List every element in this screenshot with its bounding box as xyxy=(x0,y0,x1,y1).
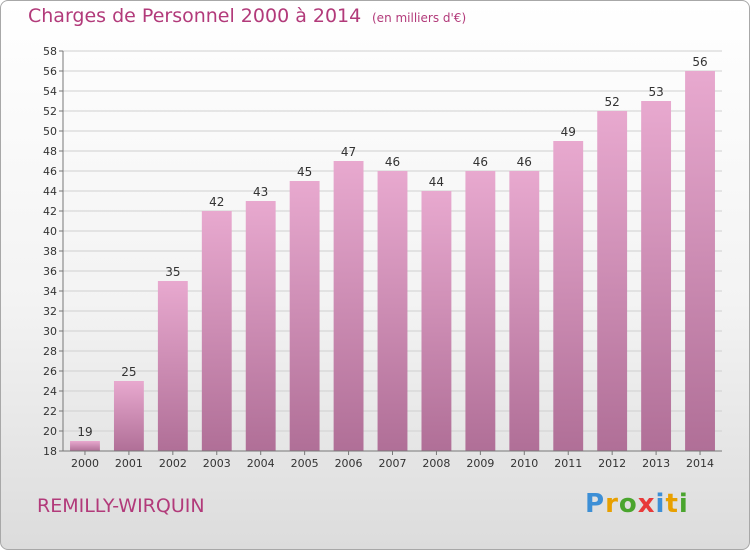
data-label-2014: 56 xyxy=(692,55,707,69)
chart-title: Charges de Personnel 2000 à 2014 xyxy=(28,5,362,27)
bar-2007 xyxy=(377,171,408,451)
data-label-2012: 52 xyxy=(605,95,620,109)
bar-2001 xyxy=(113,381,144,451)
bar-2009 xyxy=(465,171,496,451)
bar-2006 xyxy=(333,161,364,451)
bar-2002 xyxy=(157,281,188,451)
data-label-2006: 47 xyxy=(341,145,356,159)
data-label-2008: 44 xyxy=(429,175,444,189)
chart-subtitle: (en milliers d'€) xyxy=(372,11,467,25)
data-label-2002: 35 xyxy=(165,265,180,279)
bar-2010 xyxy=(509,171,540,451)
data-label-2007: 46 xyxy=(385,155,400,169)
y-tick-label: 36 xyxy=(43,265,57,278)
bar-2005 xyxy=(289,181,320,451)
x-tick-label-2014: 2014 xyxy=(686,457,714,470)
y-tick-label: 48 xyxy=(43,145,57,158)
x-tick-label-2001: 2001 xyxy=(115,457,143,470)
y-tick-label: 38 xyxy=(43,245,57,258)
y-tick-label: 54 xyxy=(43,85,57,98)
bar-2014 xyxy=(685,71,715,451)
y-tick-label: 18 xyxy=(43,445,57,458)
x-tick-label-2003: 2003 xyxy=(203,457,231,470)
bar-2003 xyxy=(201,211,232,451)
x-tick-label-2000: 2000 xyxy=(71,457,99,470)
y-tick-label: 26 xyxy=(43,365,57,378)
y-tick-label: 22 xyxy=(43,405,57,418)
y-tick-label: 58 xyxy=(43,45,57,58)
x-tick-label-2005: 2005 xyxy=(291,457,319,470)
data-label-2000: 19 xyxy=(77,425,92,439)
data-label-2009: 46 xyxy=(473,155,488,169)
y-tick-label: 20 xyxy=(43,425,57,438)
y-tick-label: 50 xyxy=(43,125,57,138)
y-tick-label: 34 xyxy=(43,285,57,298)
x-tick-label-2011: 2011 xyxy=(554,457,582,470)
y-tick-label: 32 xyxy=(43,305,57,318)
logo-letter: x xyxy=(637,489,656,519)
logo-letter: o xyxy=(618,489,638,519)
data-label-2005: 45 xyxy=(297,165,312,179)
logo-letter: t xyxy=(665,489,679,519)
y-tick-label: 46 xyxy=(43,165,57,178)
bar-2013 xyxy=(641,101,672,451)
x-tick-label-2012: 2012 xyxy=(598,457,626,470)
logo-letter: i xyxy=(655,489,666,519)
y-tick-label: 56 xyxy=(43,65,57,78)
x-tick-label-2010: 2010 xyxy=(510,457,538,470)
y-tick-label: 52 xyxy=(43,105,57,118)
commune-name: REMILLY-WIRQUIN xyxy=(37,495,205,517)
y-tick-label: 30 xyxy=(43,325,57,338)
x-tick-label-2006: 2006 xyxy=(335,457,363,470)
bar-2000 xyxy=(70,441,100,451)
bar-2012 xyxy=(597,111,628,451)
y-tick-label: 42 xyxy=(43,205,57,218)
data-label-2011: 49 xyxy=(561,125,576,139)
data-label-2013: 53 xyxy=(648,85,663,99)
data-label-2004: 43 xyxy=(253,185,268,199)
data-label-2010: 46 xyxy=(517,155,532,169)
x-tick-label-2008: 2008 xyxy=(422,457,450,470)
proxiti-logo: Proxiti xyxy=(585,489,689,519)
x-tick-label-2007: 2007 xyxy=(379,457,407,470)
x-tick-label-2013: 2013 xyxy=(642,457,670,470)
y-tick-label: 24 xyxy=(43,385,57,398)
bar-2004 xyxy=(245,201,276,451)
bar-2011 xyxy=(553,141,584,451)
y-tick-label: 44 xyxy=(43,185,57,198)
x-tick-label-2009: 2009 xyxy=(466,457,494,470)
logo-letter: i xyxy=(678,489,689,519)
logo-letter: P xyxy=(585,489,606,519)
x-tick-label-2004: 2004 xyxy=(247,457,275,470)
y-tick-label: 28 xyxy=(43,345,57,358)
x-tick-label-2002: 2002 xyxy=(159,457,187,470)
data-label-2001: 25 xyxy=(121,365,136,379)
data-label-2003: 42 xyxy=(209,195,224,209)
bar-2008 xyxy=(421,191,452,451)
y-tick-label: 40 xyxy=(43,225,57,238)
logo-letter: r xyxy=(605,489,619,519)
